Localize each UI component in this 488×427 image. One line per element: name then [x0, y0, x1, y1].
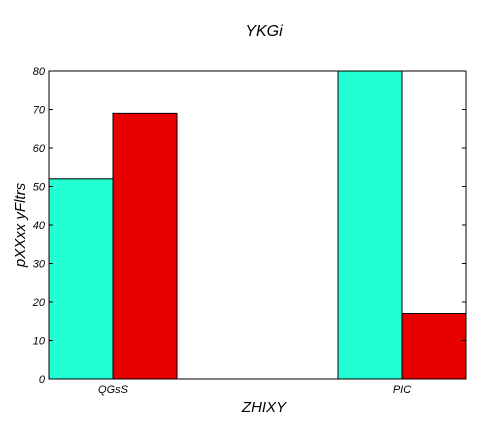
- y-axis-label: pXXxx yFltrs: [12, 182, 29, 268]
- y-tick-label: 10: [33, 336, 46, 348]
- x-axis-label: ZHIXY: [241, 399, 287, 416]
- x-tick-label-qgss: QGsS: [98, 384, 129, 396]
- y-tick-label: 80: [33, 66, 46, 78]
- bar-pic-series-2: [401, 313, 467, 380]
- y-tick-label: 0: [39, 374, 46, 386]
- chart-title: YKGi: [245, 23, 283, 40]
- x-ticks-group: QGsS PIC: [98, 384, 411, 396]
- y-ticks-group: 0 10 20 30 40 50 60 70 80: [32, 66, 466, 386]
- plot-frame: [48, 70, 467, 380]
- y-tick-label: 40: [33, 220, 46, 232]
- bar-pic-series-1: [337, 70, 403, 380]
- y-tick-label: 70: [33, 105, 46, 117]
- bar-qgss-series-1: [48, 178, 114, 380]
- y-tick-label: 30: [33, 259, 46, 271]
- bars-group: [48, 70, 467, 380]
- y-tick-label: 60: [33, 143, 46, 155]
- bar-qgss-series-2: [112, 112, 178, 380]
- x-tick-label-pic: PIC: [393, 384, 411, 396]
- y-tick-label: 50: [33, 182, 46, 194]
- y-tick-label: 20: [32, 297, 46, 309]
